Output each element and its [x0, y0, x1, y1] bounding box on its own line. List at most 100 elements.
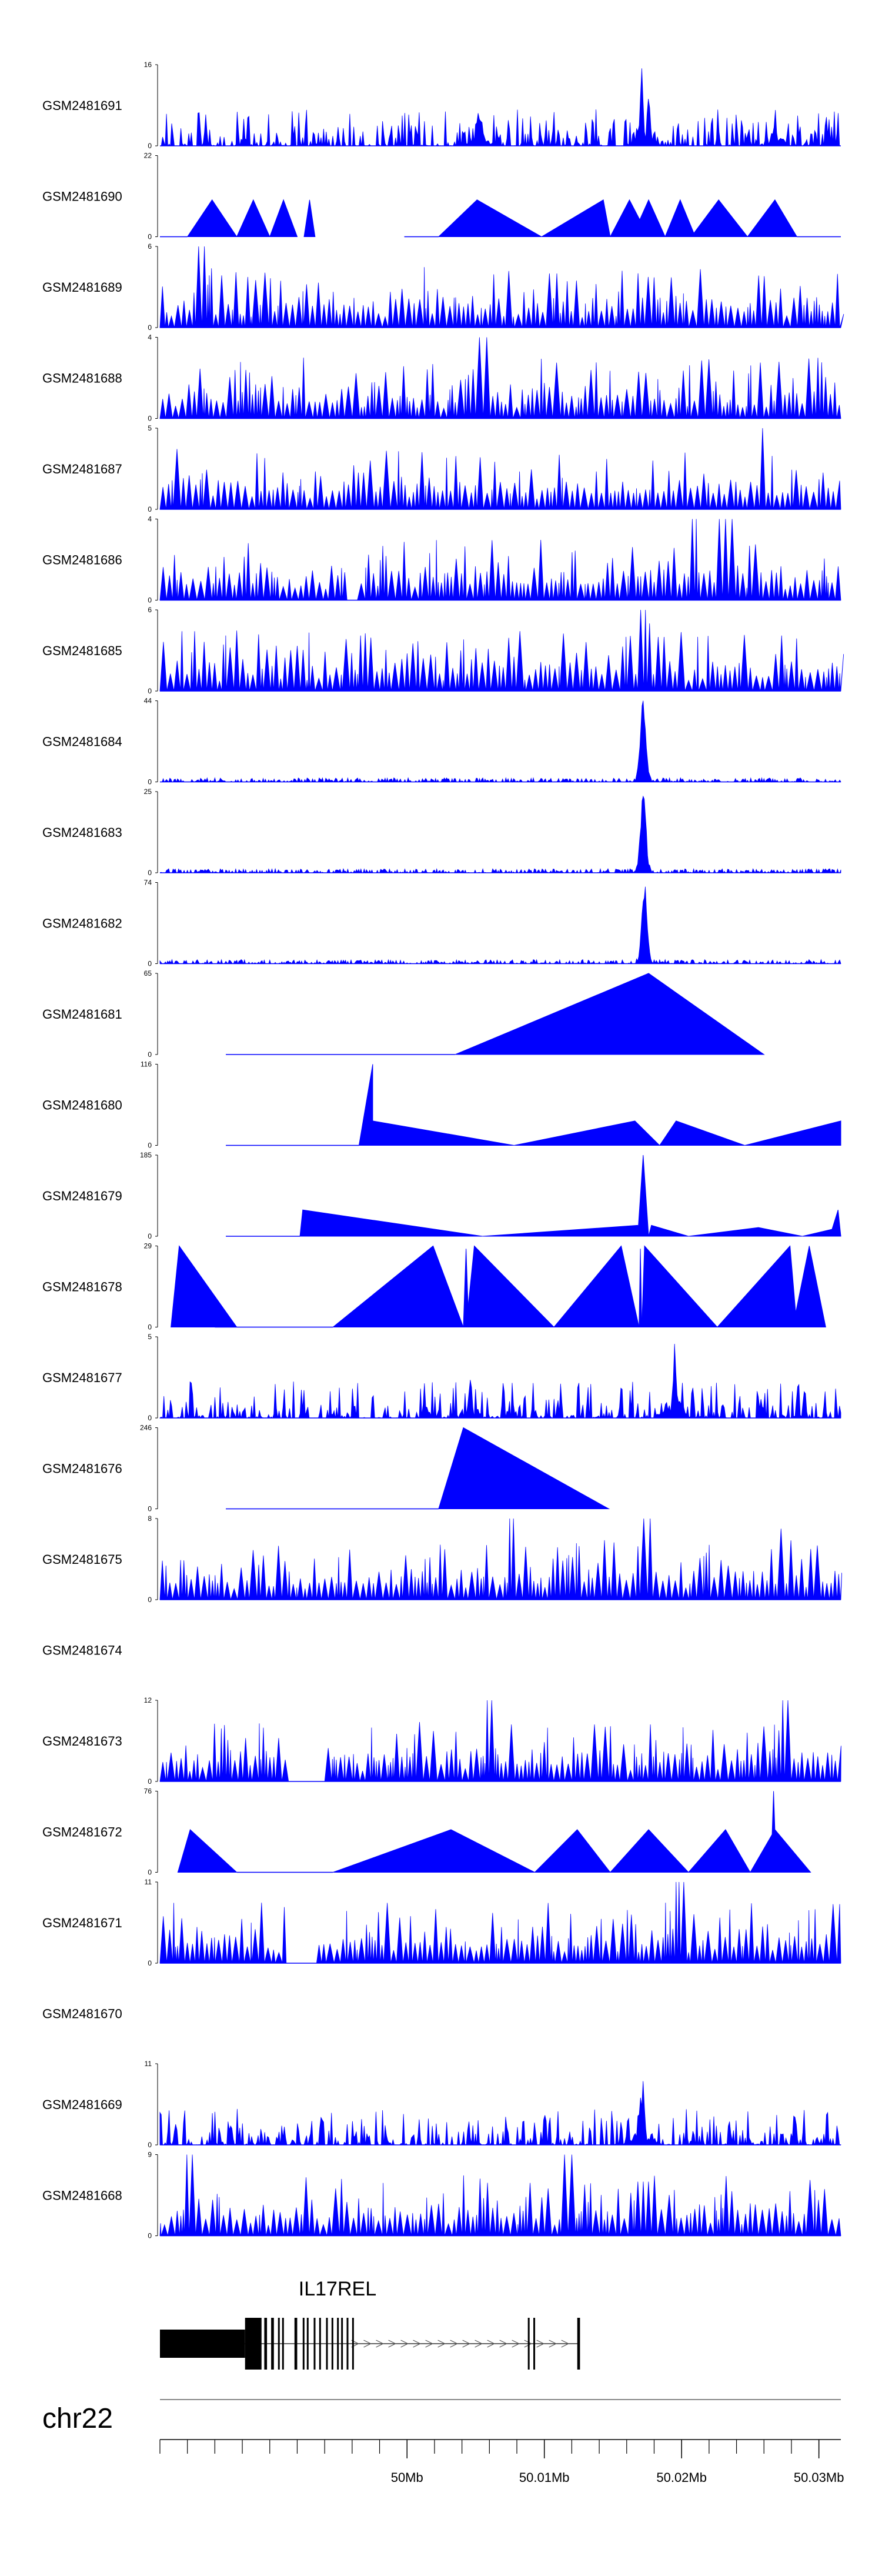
y-tick-label-min: 0	[148, 1777, 152, 1786]
y-tick-label-max: 22	[144, 152, 152, 160]
track-label: GSM2481676	[42, 1461, 122, 1476]
coverage-area	[159, 886, 841, 965]
coverage-area	[159, 2081, 841, 2146]
strand-arrow	[536, 2340, 545, 2348]
track-GSM2481675: GSM2481675 8 0	[42, 1514, 842, 1604]
gene-name: IL17REL	[299, 2278, 376, 2300]
coverage-triangle	[358, 1064, 373, 1146]
track-label: GSM2481679	[42, 1189, 122, 1203]
coverage-triangle	[534, 1829, 611, 1873]
y-tick-label-max: 5	[148, 1333, 152, 1341]
coverage-triangle	[750, 1829, 811, 1873]
y-tick-label-min: 0	[148, 1596, 152, 1604]
track-label: GSM2481674	[42, 1643, 122, 1658]
exon	[245, 2318, 262, 2370]
y-tick-label-max: 4	[148, 515, 152, 523]
exon	[319, 2318, 321, 2370]
y-tick-label-min: 0	[148, 323, 152, 332]
coverage-area	[159, 246, 844, 329]
track-GSM2481676: GSM2481676 246 0	[42, 1424, 610, 1513]
track-label: GSM2481684	[42, 735, 122, 749]
coverage-area	[159, 428, 841, 510]
coverage-area	[159, 795, 841, 874]
track-GSM2481678: GSM2481678 29 0	[42, 1242, 826, 1332]
coverage-area	[159, 1881, 841, 1964]
track-label: GSM2481682	[42, 916, 122, 931]
track-label: GSM2481687	[42, 462, 122, 476]
y-tick-label-min: 0	[148, 142, 152, 150]
track-label: GSM2481678	[42, 1280, 122, 1294]
coverage-triangle	[455, 973, 765, 1055]
coverage-triangle	[609, 1829, 690, 1873]
strand-arrow	[388, 2340, 396, 2348]
coverage-area	[159, 1518, 842, 1600]
y-tick-label-max: 11	[145, 1878, 152, 1886]
coverage-area	[159, 337, 841, 419]
track-label: GSM2481690	[42, 189, 122, 204]
strand-arrow	[512, 2340, 520, 2348]
exon	[160, 2330, 245, 2358]
y-tick-label-max: 12	[144, 1696, 152, 1704]
y-tick-label-max: 6	[148, 606, 152, 614]
track-GSM2481673: GSM2481673 12 0	[42, 1696, 841, 1786]
track-label: GSM2481669	[42, 2097, 122, 2112]
y-tick-label-max: 29	[144, 1242, 152, 1250]
exon	[294, 2318, 298, 2370]
y-tick-label-min: 0	[148, 1323, 152, 1332]
y-tick-label-min: 0	[148, 596, 152, 605]
genome-axis: chr22 50Mb 50.01Mb 50.02Mb 50.03Mb	[42, 2399, 844, 2485]
track-GSM2481679: GSM2481679 185 0	[42, 1151, 841, 1240]
y-tick-label-max: 185	[140, 1151, 152, 1159]
coverage-triangle	[659, 1120, 745, 1146]
chromosome-label: chr22	[42, 2403, 113, 2434]
coverage-triangle	[177, 1828, 238, 1873]
y-tick-label-max: 6	[148, 242, 152, 251]
y-tick-label-max: 4	[148, 333, 152, 342]
y-tick-label-min: 0	[148, 2232, 152, 2240]
track-GSM2481680: GSM2481680 116 0	[42, 1060, 841, 1150]
y-tick-label-max: 9	[148, 2151, 152, 2159]
track-label: GSM2481688	[42, 371, 122, 386]
y-tick-label-min: 0	[148, 778, 152, 786]
y-tick-label-min: 0	[148, 1868, 152, 1877]
track-label: GSM2481677	[42, 1370, 122, 1385]
y-tick-label-min: 0	[148, 415, 152, 423]
track-GSM2481683: GSM2481683 25 0	[42, 788, 841, 877]
exon	[577, 2318, 580, 2370]
strand-arrow	[450, 2340, 458, 2348]
track-label: GSM2481668	[42, 2188, 122, 2203]
coverage-triangle	[236, 199, 270, 237]
coverage-triangle	[514, 1120, 661, 1146]
track-GSM2481672: GSM2481672 76 0	[42, 1787, 811, 1877]
track-GSM2481668: GSM2481668 9 0	[42, 2151, 841, 2240]
coverage-triangle	[690, 199, 749, 237]
track-label: GSM2481680	[42, 1098, 122, 1113]
y-tick-label-min: 0	[148, 233, 152, 241]
coverage-triangle	[553, 1245, 640, 1327]
y-tick-label-max: 8	[148, 1514, 152, 1523]
track-GSM2481684: GSM2481684 44 0	[42, 697, 841, 786]
exon	[271, 2318, 274, 2370]
track-label: GSM2481672	[42, 1825, 122, 1840]
coverage-triangle	[744, 1120, 841, 1146]
signal-tracks: GSM2481691160GSM2481690220GSM248168960GS…	[42, 61, 844, 2240]
y-tick-label-min: 0	[148, 2141, 152, 2149]
track-GSM2481677: GSM2481677 5 0	[42, 1333, 841, 1422]
y-tick-label-min: 0	[148, 1232, 152, 1240]
coverage-area	[159, 1343, 841, 1419]
y-tick-label-min: 0	[148, 869, 152, 877]
y-tick-label-max: 25	[144, 788, 152, 796]
y-tick-label-min: 0	[148, 505, 152, 513]
y-tick-label-max: 76	[144, 1787, 152, 1796]
coverage-triangle	[632, 199, 666, 237]
strand-arrow	[475, 2340, 483, 2348]
coverage-triangle	[829, 1210, 841, 1237]
strand-arrow	[363, 2340, 372, 2348]
y-tick-label-max: 246	[140, 1424, 152, 1432]
exon	[337, 2318, 339, 2370]
coverage-triangle	[332, 1245, 464, 1327]
track-GSM2481686: GSM2481686 4 0	[42, 515, 841, 605]
strand-arrow	[413, 2340, 421, 2348]
y-tick-label-min: 0	[148, 1959, 152, 1967]
coverage-triangle	[664, 199, 696, 237]
